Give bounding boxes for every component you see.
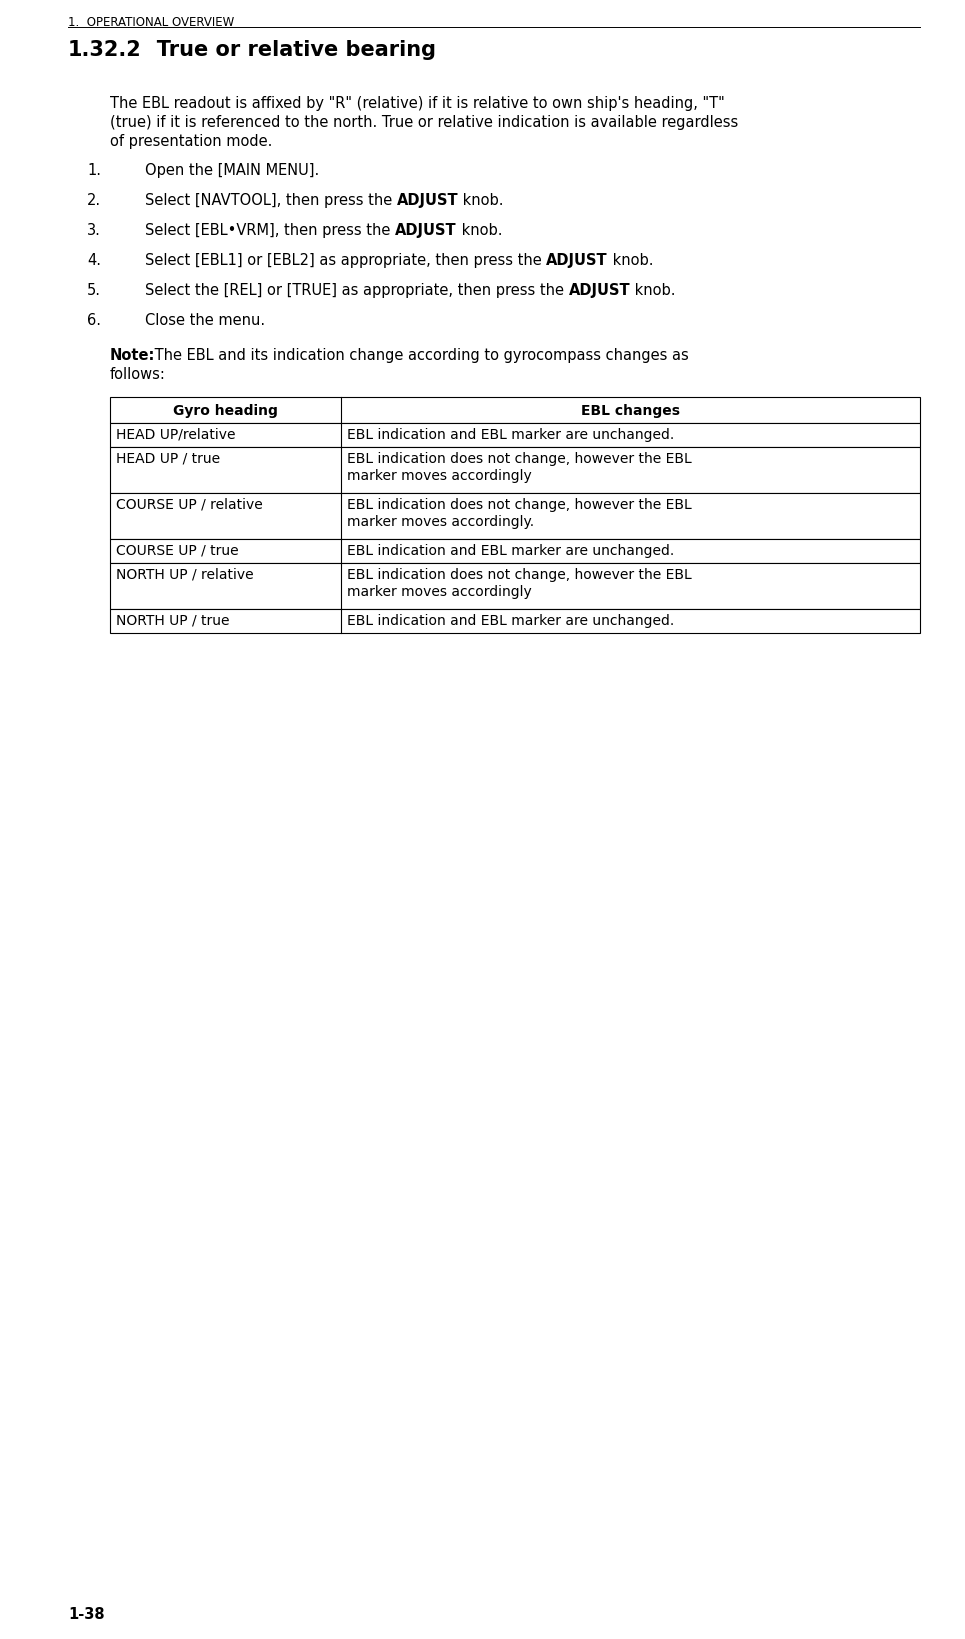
Text: ADJUST: ADJUST: [568, 284, 630, 298]
Text: Note:: Note:: [110, 347, 155, 362]
Text: ADJUST: ADJUST: [546, 252, 608, 267]
Bar: [110, 610, 920, 634]
Text: True or relative bearing: True or relative bearing: [135, 39, 436, 61]
Text: knob.: knob.: [608, 252, 653, 267]
Text: of presentation mode.: of presentation mode.: [110, 134, 272, 149]
Text: Select [NAVTOOL], then press the: Select [NAVTOOL], then press the: [145, 193, 397, 208]
Text: knob.: knob.: [458, 193, 504, 208]
Text: 1.32.2: 1.32.2: [68, 39, 142, 61]
Text: Open the [MAIN MENU].: Open the [MAIN MENU].: [145, 162, 319, 179]
Bar: [110, 564, 920, 610]
Text: 1-38: 1-38: [68, 1606, 104, 1621]
Text: The EBL and its indication change according to gyrocompass changes as: The EBL and its indication change accord…: [150, 347, 689, 362]
Text: 1.  OPERATIONAL OVERVIEW: 1. OPERATIONAL OVERVIEW: [68, 16, 234, 30]
Text: (true) if it is referenced to the north. True or relative indication is availabl: (true) if it is referenced to the north.…: [110, 115, 738, 129]
Text: EBL indication does not change, however the EBL: EBL indication does not change, however …: [346, 498, 692, 511]
Text: HEAD UP/relative: HEAD UP/relative: [116, 428, 235, 443]
Text: Close the menu.: Close the menu.: [145, 313, 265, 328]
Text: 6.: 6.: [87, 313, 101, 328]
Text: EBL indication does not change, however the EBL: EBL indication does not change, however …: [346, 567, 692, 582]
Text: The EBL readout is affixed by "R" (relative) if it is relative to own ship's hea: The EBL readout is affixed by "R" (relat…: [110, 97, 725, 111]
Bar: [110, 425, 920, 447]
Text: Select [EBL•VRM], then press the: Select [EBL•VRM], then press the: [145, 223, 395, 238]
Text: ADJUST: ADJUST: [395, 223, 456, 238]
Text: Select the [REL] or [TRUE] as appropriate, then press the: Select the [REL] or [TRUE] as appropriat…: [145, 284, 568, 298]
Text: follows:: follows:: [110, 367, 166, 382]
Text: ADJUST: ADJUST: [397, 193, 458, 208]
Text: 1.: 1.: [87, 162, 101, 179]
Text: 3.: 3.: [87, 223, 101, 238]
Text: NORTH UP / relative: NORTH UP / relative: [116, 567, 254, 582]
Text: EBL indication and EBL marker are unchanged.: EBL indication and EBL marker are unchan…: [346, 428, 675, 443]
Text: marker moves accordingly.: marker moves accordingly.: [346, 515, 534, 529]
Text: knob.: knob.: [456, 223, 502, 238]
Text: marker moves accordingly: marker moves accordingly: [346, 469, 532, 484]
Text: marker moves accordingly: marker moves accordingly: [346, 585, 532, 598]
Text: EBL indication does not change, however the EBL: EBL indication does not change, however …: [346, 452, 692, 465]
Text: 2.: 2.: [87, 193, 101, 208]
Bar: [110, 493, 920, 539]
Text: knob.: knob.: [630, 284, 675, 298]
Text: 4.: 4.: [87, 252, 101, 267]
Text: 5.: 5.: [87, 284, 101, 298]
Text: COURSE UP / relative: COURSE UP / relative: [116, 498, 262, 511]
Bar: [110, 539, 920, 564]
Text: COURSE UP / true: COURSE UP / true: [116, 544, 238, 557]
Text: Gyro heading: Gyro heading: [173, 403, 278, 418]
Bar: [110, 398, 920, 425]
Bar: [110, 447, 920, 493]
Text: EBL changes: EBL changes: [581, 403, 680, 418]
Text: HEAD UP / true: HEAD UP / true: [116, 452, 220, 465]
Text: EBL indication and EBL marker are unchanged.: EBL indication and EBL marker are unchan…: [346, 544, 675, 557]
Text: Select [EBL1] or [EBL2] as appropriate, then press the: Select [EBL1] or [EBL2] as appropriate, …: [145, 252, 546, 267]
Text: NORTH UP / true: NORTH UP / true: [116, 613, 230, 628]
Text: EBL indication and EBL marker are unchanged.: EBL indication and EBL marker are unchan…: [346, 613, 675, 628]
